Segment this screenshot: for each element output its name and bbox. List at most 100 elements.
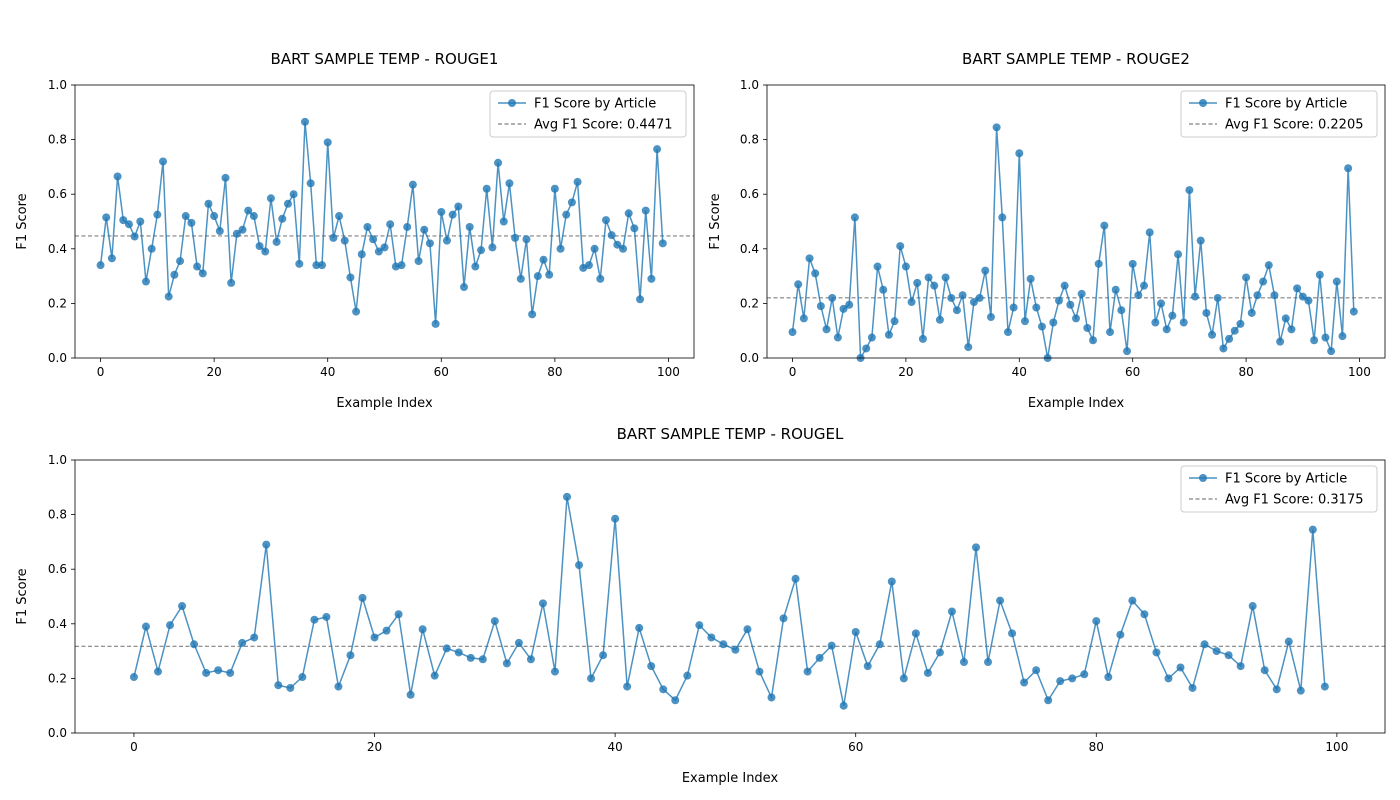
- data-point: [1276, 337, 1285, 346]
- data-point: [896, 242, 905, 251]
- x-tick-label: 80: [1089, 740, 1104, 754]
- data-point: [96, 261, 105, 270]
- data-point: [190, 640, 199, 649]
- data-point: [198, 269, 207, 278]
- data-point: [788, 328, 797, 337]
- data-point: [187, 218, 196, 227]
- data-point: [511, 233, 520, 242]
- data-point: [334, 682, 343, 691]
- data-point: [647, 662, 656, 671]
- data-point: [1188, 683, 1197, 692]
- data-point: [266, 194, 275, 203]
- y-axis-label: F1 Score: [708, 193, 723, 249]
- x-tick-label: 40: [1012, 365, 1027, 379]
- data-point: [420, 225, 429, 234]
- y-tick-label: 0.2: [48, 296, 67, 310]
- data-point: [952, 306, 961, 315]
- data-point: [996, 596, 1005, 605]
- data-point: [850, 213, 859, 222]
- data-point: [494, 158, 503, 167]
- data-point: [584, 261, 593, 270]
- y-tick-label: 0.0: [740, 351, 759, 365]
- legend-series-label: F1 Score by Article: [1225, 97, 1347, 112]
- data-point: [129, 673, 138, 682]
- data-point: [1056, 677, 1065, 686]
- data-point: [805, 254, 814, 263]
- data-point: [1128, 259, 1137, 268]
- data-point: [323, 138, 332, 147]
- data-point: [873, 262, 882, 271]
- x-tick-label: 20: [367, 740, 382, 754]
- plot-frame: [74, 84, 695, 359]
- legend-avg-label: Avg F1 Score: 0.3175: [1225, 493, 1364, 508]
- data-point: [1287, 325, 1296, 334]
- data-point: [1123, 347, 1132, 356]
- y-tick-label: 0.4: [48, 242, 67, 256]
- data-point: [653, 145, 662, 154]
- data-point: [1092, 617, 1101, 626]
- data-point: [1349, 307, 1358, 316]
- x-tick-label: 100: [1348, 365, 1371, 379]
- legend-box: [489, 90, 687, 138]
- data-point: [969, 298, 978, 307]
- chart-title: BART SAMPLE TEMP - ROUGE1: [271, 50, 499, 68]
- data-point: [767, 693, 776, 702]
- data-point: [238, 225, 247, 234]
- data-point: [533, 272, 542, 281]
- data-point: [1259, 277, 1268, 286]
- data-point: [193, 262, 202, 271]
- data-point: [442, 644, 451, 653]
- data-point: [1247, 308, 1256, 317]
- legend-series-label: F1 Score by Article: [534, 97, 656, 112]
- data-point: [958, 291, 967, 300]
- data-point: [587, 674, 596, 683]
- x-tick-label: 100: [1325, 740, 1348, 754]
- data-point: [913, 278, 922, 287]
- data-point: [394, 610, 403, 619]
- data-point: [448, 210, 457, 219]
- data-point: [528, 310, 537, 319]
- data-point: [984, 658, 993, 667]
- data-point: [141, 622, 150, 631]
- y-tick-label: 0.8: [48, 508, 67, 522]
- x-tick-label: 40: [607, 740, 622, 754]
- data-point: [1044, 696, 1053, 705]
- data-point: [1157, 299, 1166, 308]
- data-point: [683, 671, 692, 680]
- data-point: [1174, 250, 1183, 259]
- data-point: [136, 217, 145, 226]
- x-tick-label: 0: [130, 740, 138, 754]
- y-tick-label: 1.0: [48, 78, 67, 92]
- data-point: [658, 239, 667, 248]
- data-point: [1338, 332, 1347, 341]
- data-point: [1089, 336, 1098, 345]
- data-point: [1111, 285, 1120, 294]
- data-point: [545, 270, 554, 279]
- y-tick-label: 0.2: [48, 671, 67, 685]
- data-point: [471, 262, 480, 271]
- data-point: [590, 244, 599, 253]
- data-point: [611, 514, 620, 523]
- y-tick-label: 0.6: [48, 187, 67, 201]
- data-point: [1212, 647, 1221, 656]
- data-point: [890, 317, 899, 326]
- data-point: [1140, 610, 1149, 619]
- data-point: [102, 213, 111, 222]
- data-point: [828, 293, 837, 302]
- data-point: [1009, 303, 1018, 312]
- data-point: [1344, 164, 1353, 173]
- data-point: [249, 212, 258, 221]
- plot-frame: [766, 84, 1386, 359]
- data-point: [550, 667, 559, 676]
- data-point: [1176, 663, 1185, 672]
- data-point: [839, 304, 848, 313]
- data-point: [295, 259, 304, 268]
- data-point: [380, 243, 389, 252]
- data-point: [1219, 344, 1228, 353]
- data-point: [369, 235, 378, 244]
- data-point: [1242, 273, 1251, 282]
- data-point: [262, 540, 271, 549]
- data-point: [998, 213, 1007, 222]
- data-point: [113, 172, 122, 181]
- data-point: [370, 633, 379, 642]
